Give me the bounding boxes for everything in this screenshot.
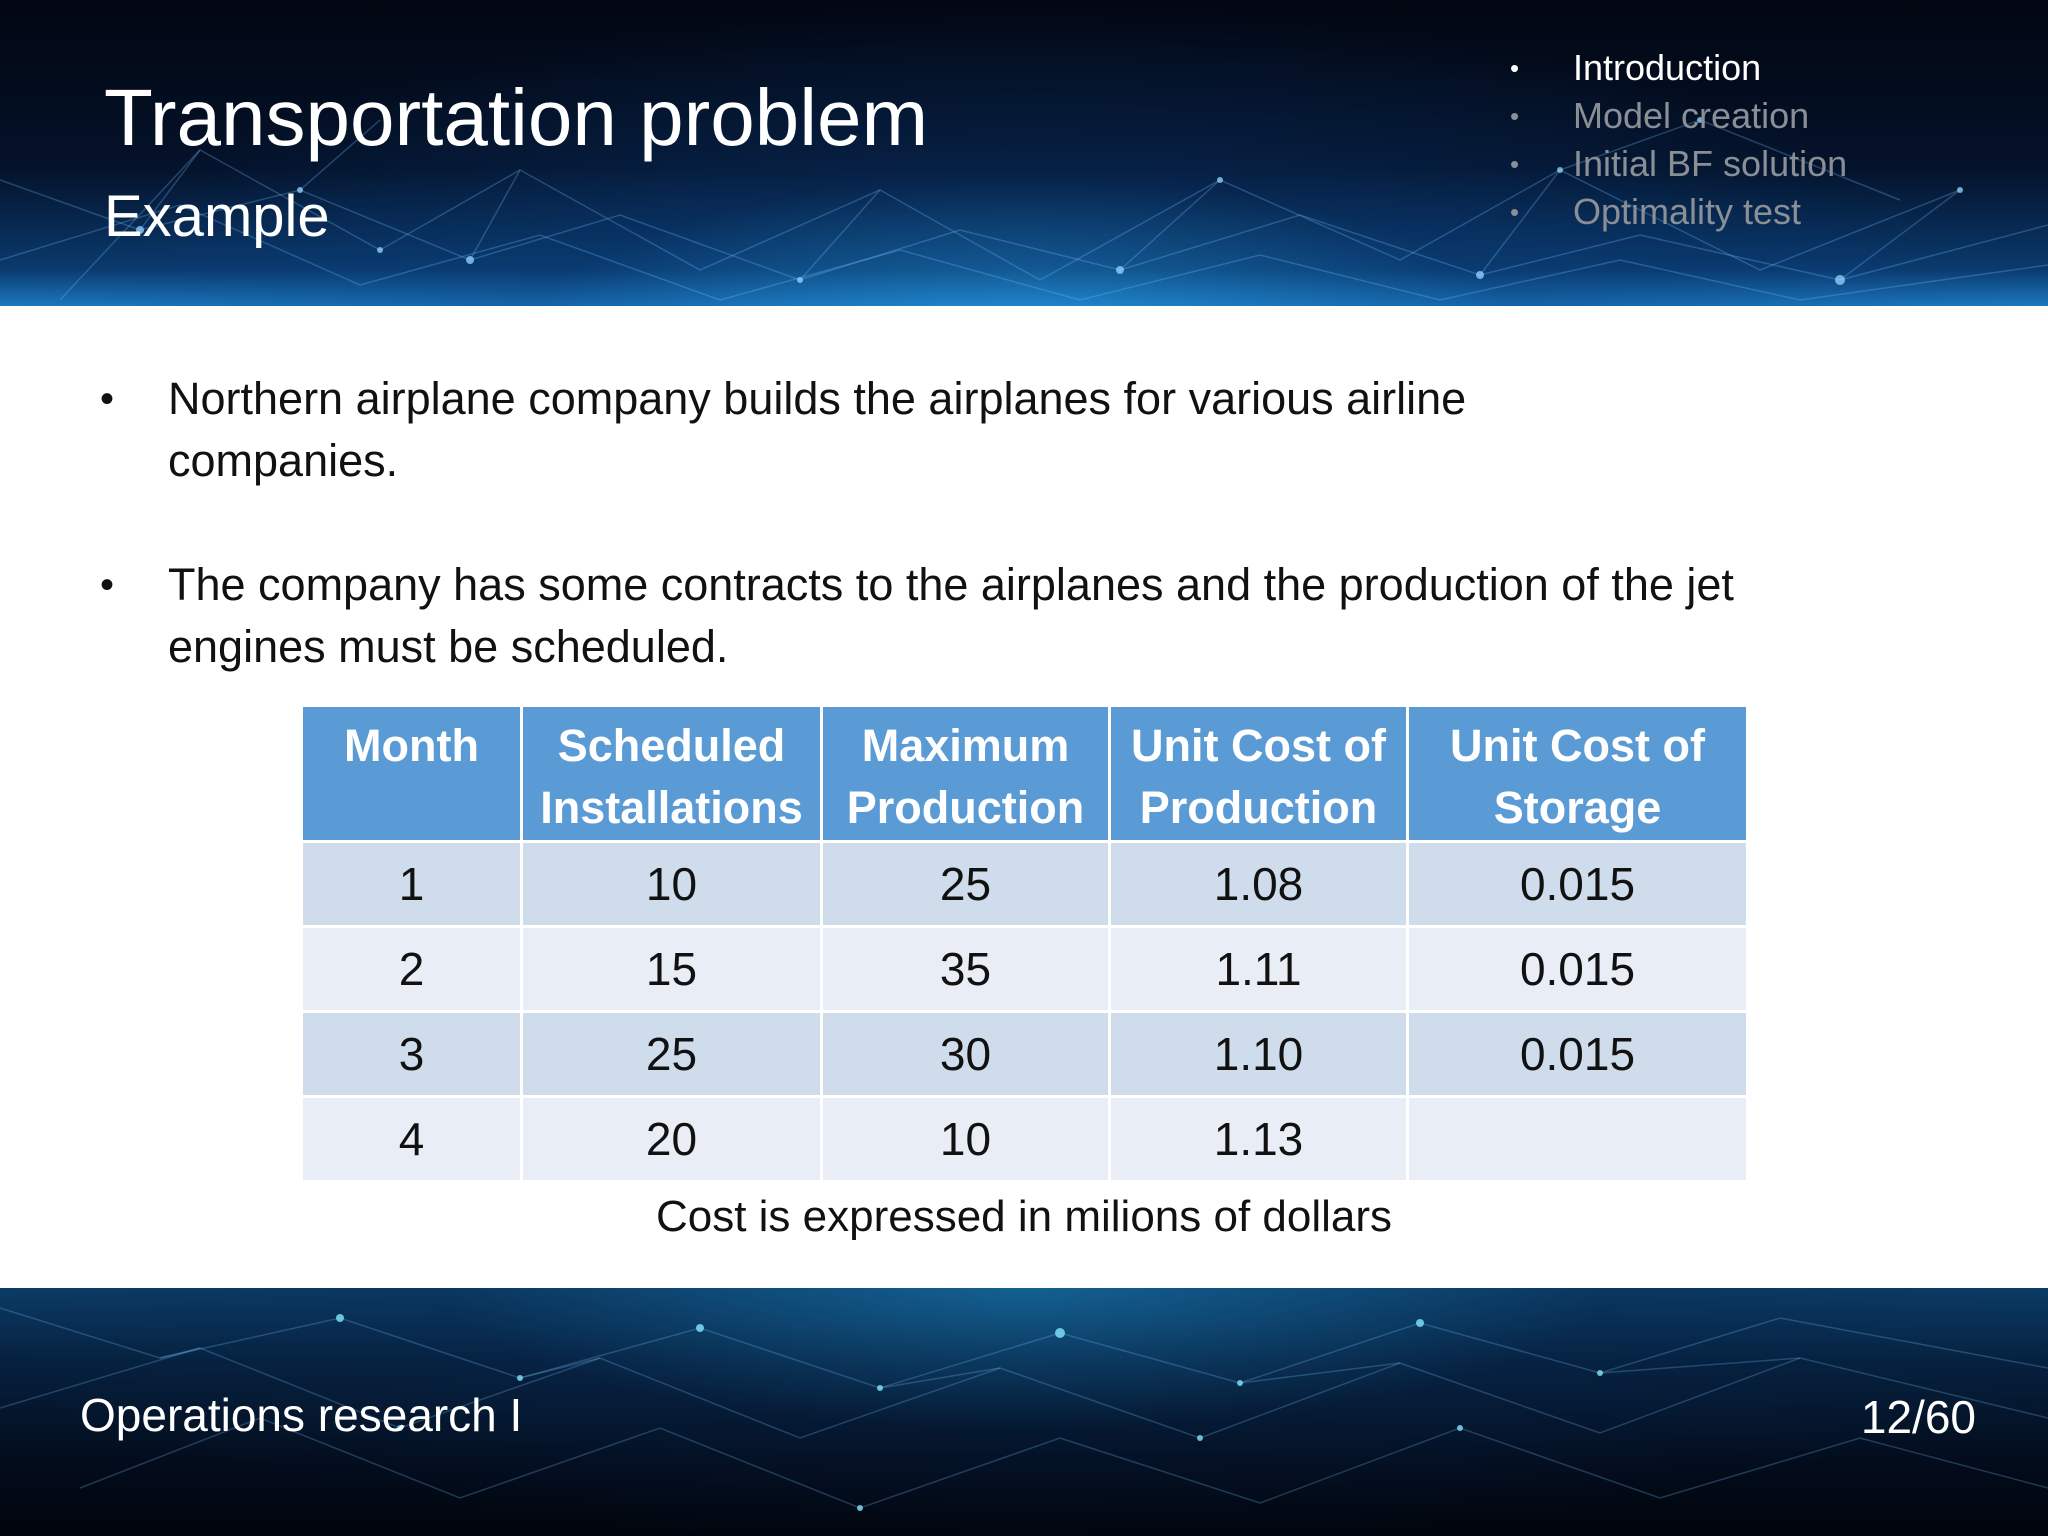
table-cell: 1.08 — [1108, 840, 1409, 928]
table-cell: 25 — [820, 840, 1111, 928]
table-cell: 15 — [520, 925, 823, 1013]
table-row: 3 25 30 1.10 0.015 — [300, 1010, 1749, 1098]
table-cell: 2 — [300, 925, 523, 1013]
bullet-icon: • — [1510, 52, 1520, 83]
table-cell: 0.015 — [1406, 840, 1749, 928]
table-cell: 25 — [520, 1010, 823, 1098]
table-cell: 1.10 — [1108, 1010, 1409, 1098]
column-header-unit-cost-of-production: Unit Cost of Production — [1108, 704, 1409, 843]
table-cell: 10 — [520, 840, 823, 928]
nav-item-optimality-test[interactable]: • Optimality test — [1500, 188, 2040, 236]
table-cell: 1.11 — [1108, 925, 1409, 1013]
table-cell: 3 — [300, 1010, 523, 1098]
bullet-icon: • — [1510, 148, 1520, 179]
column-header-month: Month — [300, 704, 523, 843]
footer-banner: Operations research I 12/60 — [0, 1288, 2048, 1536]
header-banner: Transportation problem Example • Introdu… — [0, 0, 2048, 306]
slide-subtitle: Example — [104, 184, 330, 249]
column-header-unit-cost-of-storage: Unit Cost of Storage — [1406, 704, 1749, 843]
column-header-scheduled-installations: Scheduled Installations — [520, 704, 823, 843]
production-schedule-table: Month Scheduled Installations Maximum Pr… — [300, 704, 1749, 1183]
bullet-item: • Northern airplane company builds the a… — [100, 368, 1820, 492]
course-name: Operations research I — [80, 1389, 523, 1441]
bullet-icon: • — [100, 377, 115, 421]
section-navigation: • Introduction • Model creation • Initia… — [1500, 44, 2040, 236]
slide-title: Transportation problem — [104, 73, 929, 162]
nav-item-initial-bf-solution[interactable]: • Initial BF solution — [1500, 140, 2040, 188]
table-row: 1 10 25 1.08 0.015 — [300, 840, 1749, 928]
bullet-icon: • — [100, 563, 115, 607]
table-cell: 35 — [820, 925, 1111, 1013]
table-cell: 10 — [820, 1095, 1111, 1183]
network-background-graphic — [0, 1307, 2048, 1511]
table-row: 2 15 35 1.11 0.015 — [300, 925, 1749, 1013]
nav-item-label: Model creation — [1573, 95, 1810, 136]
nav-item-label: Optimality test — [1573, 191, 1802, 232]
table-cell: 30 — [820, 1010, 1111, 1098]
bullet-icon: • — [1510, 100, 1520, 131]
table-cell: 0.015 — [1406, 1010, 1749, 1098]
page-number: 12/60 — [1860, 1391, 1976, 1443]
bullet-icon: • — [1510, 196, 1520, 227]
table-cell: 1 — [300, 840, 523, 928]
table-header-row: Month Scheduled Installations Maximum Pr… — [300, 704, 1749, 843]
table-cell: 4 — [300, 1095, 523, 1183]
table-cell: 0.015 — [1406, 925, 1749, 1013]
nav-item-label: Initial BF solution — [1573, 143, 1848, 184]
nav-item-introduction[interactable]: • Introduction — [1500, 44, 2040, 92]
nav-item-model-creation[interactable]: • Model creation — [1500, 92, 2040, 140]
nav-item-label: Introduction — [1573, 47, 1762, 88]
network-background-graphic — [0, 117, 2048, 301]
bullet-item: • The company has some contracts to the … — [100, 554, 1820, 678]
bullet-text: Northern airplane company builds the air… — [168, 373, 1467, 486]
column-header-maximum-production: Maximum Production — [820, 704, 1111, 843]
bullet-text: The company has some contracts to the ai… — [168, 559, 1734, 672]
table-cell: 20 — [520, 1095, 823, 1183]
table-row: 4 20 10 1.13 — [300, 1095, 1749, 1183]
table-cell: 1.13 — [1108, 1095, 1409, 1183]
table-cell — [1406, 1095, 1749, 1183]
bullet-list: • Northern airplane company builds the a… — [100, 368, 1820, 740]
table-caption: Cost is expressed in milions of dollars — [655, 1192, 1393, 1241]
